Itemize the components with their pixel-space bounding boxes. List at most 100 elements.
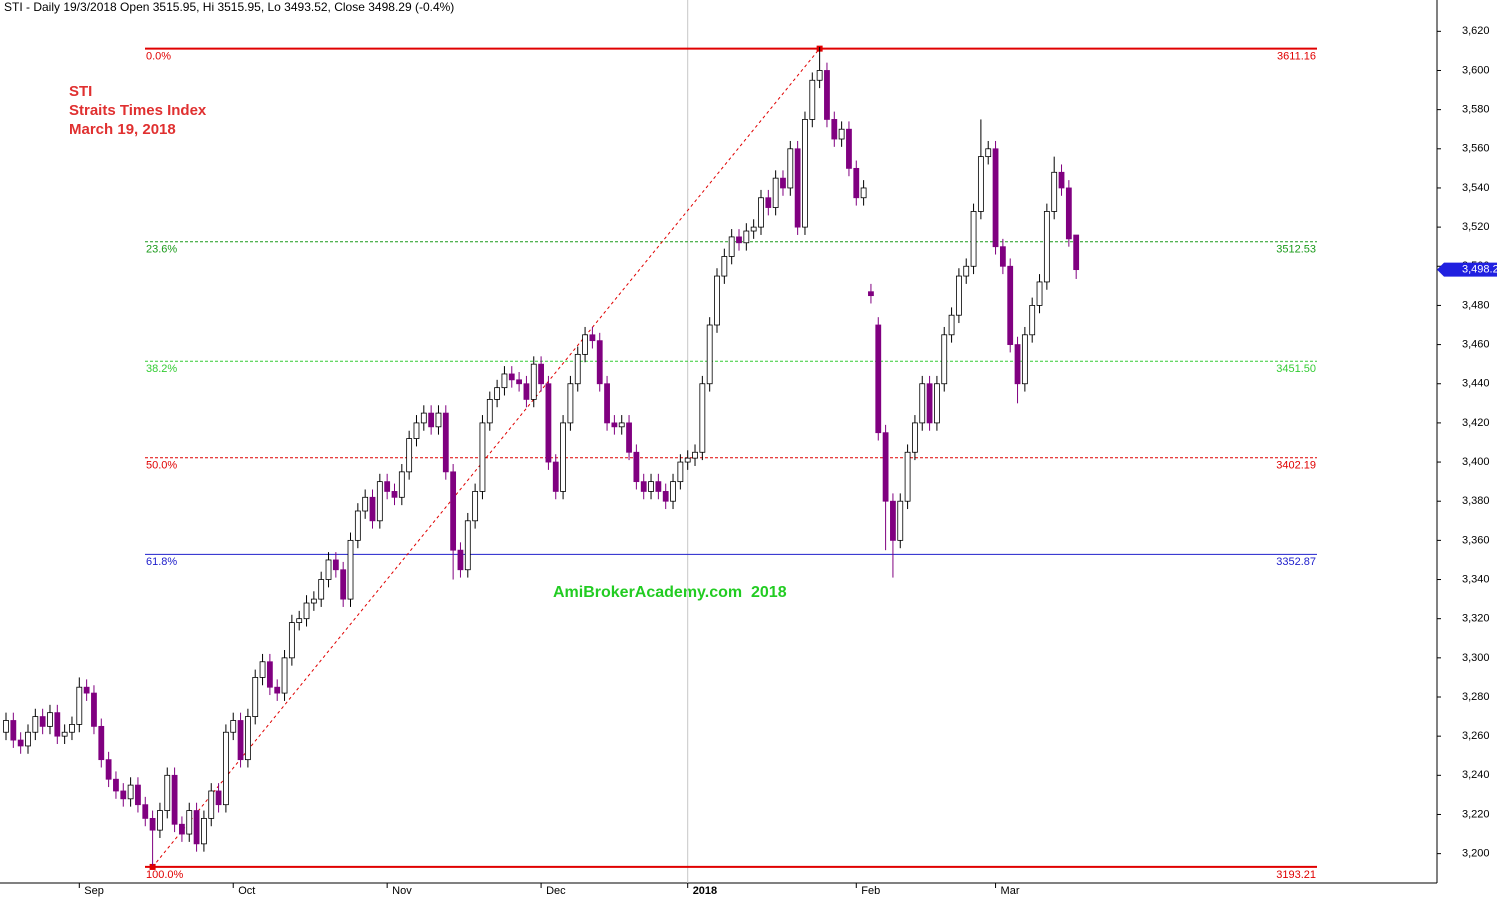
candle-body bbox=[956, 275, 962, 316]
candle-body bbox=[464, 520, 471, 571]
y-tick-label: 3,480 bbox=[1462, 299, 1490, 311]
candle-body bbox=[472, 491, 479, 522]
candle-body bbox=[626, 422, 632, 453]
trend-line bbox=[152, 48, 821, 868]
candle-body bbox=[560, 422, 566, 492]
candle-body bbox=[376, 481, 383, 522]
candle-body bbox=[25, 731, 31, 747]
candle-body bbox=[912, 422, 918, 453]
fib-value-label: 3402.19 bbox=[1276, 460, 1316, 472]
candle-body bbox=[721, 256, 728, 277]
candle-body bbox=[164, 774, 171, 811]
candle-body bbox=[83, 686, 90, 694]
candle-body bbox=[787, 148, 794, 189]
candle-body bbox=[934, 383, 940, 424]
candle-body bbox=[193, 810, 200, 845]
candle-body bbox=[230, 720, 237, 733]
candle-body bbox=[714, 275, 720, 326]
candle-body bbox=[61, 731, 68, 737]
candle-body bbox=[941, 334, 948, 385]
x-tick-label: Dec bbox=[546, 885, 566, 897]
candle-body bbox=[670, 481, 676, 502]
y-tick-label: 3,580 bbox=[1462, 104, 1490, 116]
last-price-label: 3,498.29 bbox=[1462, 264, 1497, 276]
candle-body bbox=[604, 383, 610, 424]
annotation: Straits Times Index bbox=[69, 102, 207, 119]
candle-body bbox=[875, 324, 882, 434]
candle-body bbox=[325, 559, 332, 580]
trend-anchor bbox=[149, 863, 156, 870]
fib-pct-label: 50.0% bbox=[146, 460, 177, 472]
candle-body bbox=[860, 187, 867, 199]
y-tick-label: 3,400 bbox=[1462, 456, 1490, 468]
candle-body bbox=[3, 720, 9, 733]
candle-body bbox=[1036, 281, 1043, 306]
fib-value-label: 3611.16 bbox=[1277, 51, 1316, 63]
y-tick-label: 3,600 bbox=[1462, 64, 1490, 76]
candle-body bbox=[120, 790, 127, 800]
candle-body bbox=[1007, 265, 1014, 345]
candle-body bbox=[596, 340, 603, 385]
fib-value-label: 3193.21 bbox=[1276, 869, 1316, 881]
candle-body bbox=[838, 128, 845, 140]
watermark: AmiBrokerAcademy.com 2018 bbox=[553, 584, 787, 601]
candle-body bbox=[76, 686, 83, 725]
y-tick-label: 3,260 bbox=[1462, 730, 1490, 742]
y-tick-label: 3,380 bbox=[1462, 495, 1490, 507]
x-tick-label: Feb bbox=[861, 885, 880, 897]
candle-body bbox=[450, 471, 457, 551]
candle-body bbox=[662, 491, 669, 502]
candle-body bbox=[750, 226, 757, 232]
candle-body bbox=[501, 373, 508, 389]
candle-body bbox=[831, 119, 838, 140]
candle-body bbox=[846, 128, 852, 169]
candle-body bbox=[310, 598, 317, 604]
candle-body bbox=[919, 383, 926, 424]
candle-body bbox=[179, 823, 185, 835]
candle-body bbox=[113, 778, 119, 792]
candle-body bbox=[523, 383, 530, 400]
candle-body bbox=[127, 784, 134, 800]
candle-body bbox=[244, 716, 251, 761]
candle-body bbox=[340, 569, 347, 600]
candle-body bbox=[736, 236, 742, 244]
annotation: STI bbox=[69, 83, 92, 100]
y-tick-label: 3,220 bbox=[1462, 808, 1490, 820]
candle-body bbox=[648, 481, 654, 492]
candle-body bbox=[516, 379, 522, 385]
candle-body bbox=[758, 197, 764, 228]
candle-body bbox=[926, 383, 933, 424]
last-price-tag bbox=[1437, 262, 1497, 277]
y-tick-label: 3,460 bbox=[1462, 338, 1490, 350]
candle-body bbox=[728, 236, 735, 257]
candle-body bbox=[442, 412, 449, 473]
candle-body bbox=[985, 148, 992, 158]
candle-body bbox=[574, 353, 581, 385]
x-tick-label: Nov bbox=[392, 885, 412, 897]
fib-value-label: 3512.53 bbox=[1276, 244, 1316, 256]
candle-body bbox=[237, 720, 244, 761]
candle-body bbox=[142, 804, 149, 819]
candle-body bbox=[582, 334, 588, 355]
candle-body bbox=[332, 559, 339, 571]
candle-body bbox=[538, 363, 544, 385]
candle-body bbox=[508, 373, 515, 381]
candle-body bbox=[684, 457, 691, 463]
y-tick-label: 3,200 bbox=[1462, 848, 1490, 860]
candle-body bbox=[281, 657, 288, 694]
candle-body bbox=[98, 725, 105, 761]
candle-body bbox=[824, 70, 830, 120]
fib-pct-label: 100.0% bbox=[146, 869, 184, 881]
fib-pct-label: 38.2% bbox=[146, 363, 177, 375]
y-tick-label: 3,520 bbox=[1462, 221, 1490, 233]
candle-body bbox=[186, 810, 193, 835]
candle-body bbox=[384, 481, 391, 492]
candle-body bbox=[611, 422, 618, 428]
candle-body bbox=[47, 712, 53, 727]
candle-body bbox=[699, 383, 706, 453]
candle-body bbox=[780, 177, 786, 189]
candle-body bbox=[640, 481, 647, 492]
candle-body bbox=[406, 438, 413, 473]
candle-body bbox=[1058, 171, 1065, 189]
candle-body bbox=[545, 383, 552, 463]
